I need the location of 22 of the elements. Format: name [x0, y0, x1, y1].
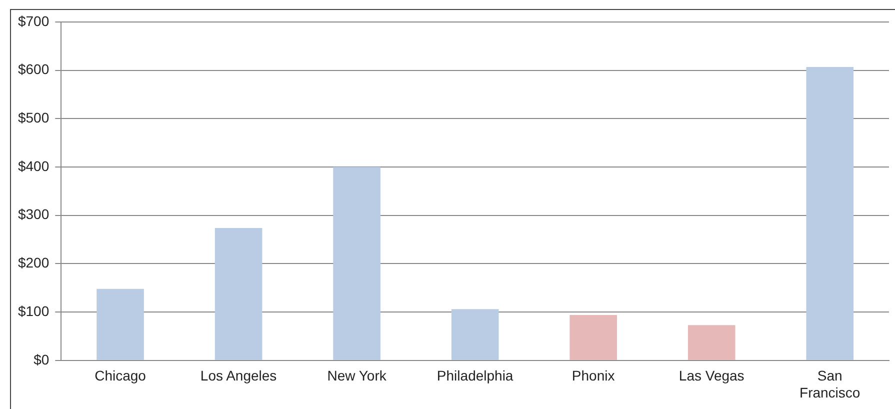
bar — [570, 314, 617, 360]
x-tick-label: Los Angeles — [200, 368, 277, 384]
y-tick-label: $500 — [18, 110, 50, 126]
y-tick-label: $400 — [18, 158, 50, 174]
x-tick-label: Chicago — [94, 368, 146, 384]
bar — [451, 309, 499, 360]
x-tick-label: San Francisco — [800, 368, 860, 400]
x-tick-label: New York — [327, 368, 388, 384]
x-tick-label: Philadelphia — [436, 368, 514, 384]
y-tick-label: $600 — [18, 61, 50, 78]
y-tick-label: $700 — [18, 12, 50, 29]
y-tick-label: $0 — [34, 351, 50, 368]
bar — [96, 288, 144, 360]
y-tick-label: $300 — [18, 206, 50, 222]
bar — [688, 325, 736, 360]
bar — [806, 66, 854, 360]
y-tick-label: $100 — [18, 302, 50, 319]
y-tick-label: $200 — [18, 254, 50, 271]
x-tick-label: Phonix — [572, 368, 615, 384]
x-tick-label: Las Vegas — [678, 368, 744, 384]
bar — [333, 167, 380, 360]
bar — [214, 228, 262, 360]
